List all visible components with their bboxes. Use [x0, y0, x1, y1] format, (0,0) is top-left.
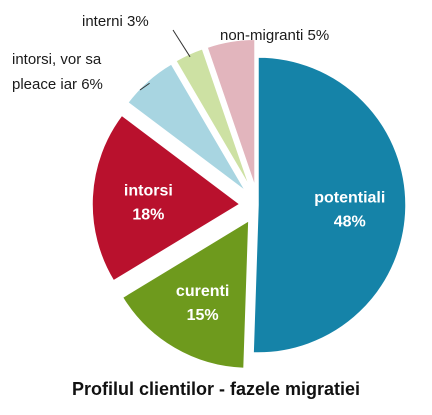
slice-value-label: 18% — [132, 207, 164, 224]
slice-name-label: intorsi — [124, 183, 173, 200]
leader-line — [139, 82, 150, 91]
chart-title: Profilul clientilor - fazele migratiei — [72, 379, 360, 399]
pie-slice-potentiali — [252, 56, 407, 354]
pie-slice-intorsi-vor-sa-pleace-iar — [126, 62, 247, 193]
slice-value-label: 48% — [334, 214, 366, 231]
leader-line — [172, 29, 191, 58]
pie-slice-intorsi — [91, 114, 242, 282]
slice-name-label: potentiali — [314, 190, 385, 207]
labels-layer: potentiali 48% curenti 15% intorsi 18% intorsi… — [12, 13, 385, 324]
pie-slice-non-migranti — [206, 38, 256, 188]
slice-outside-label: non-migranti 5% — [220, 27, 329, 44]
slices-layer — [91, 38, 407, 370]
slice-outside-label: pleace iar 6% — [12, 76, 103, 93]
slice-value-label: 15% — [187, 307, 219, 324]
leader-lines-layer — [139, 29, 191, 91]
slice-outside-label: interni 3% — [82, 13, 149, 30]
slice-name-label: curenti — [176, 283, 229, 300]
slice-outside-label: intorsi, vor sa — [12, 51, 102, 68]
pie-slice-curenti — [121, 219, 250, 370]
